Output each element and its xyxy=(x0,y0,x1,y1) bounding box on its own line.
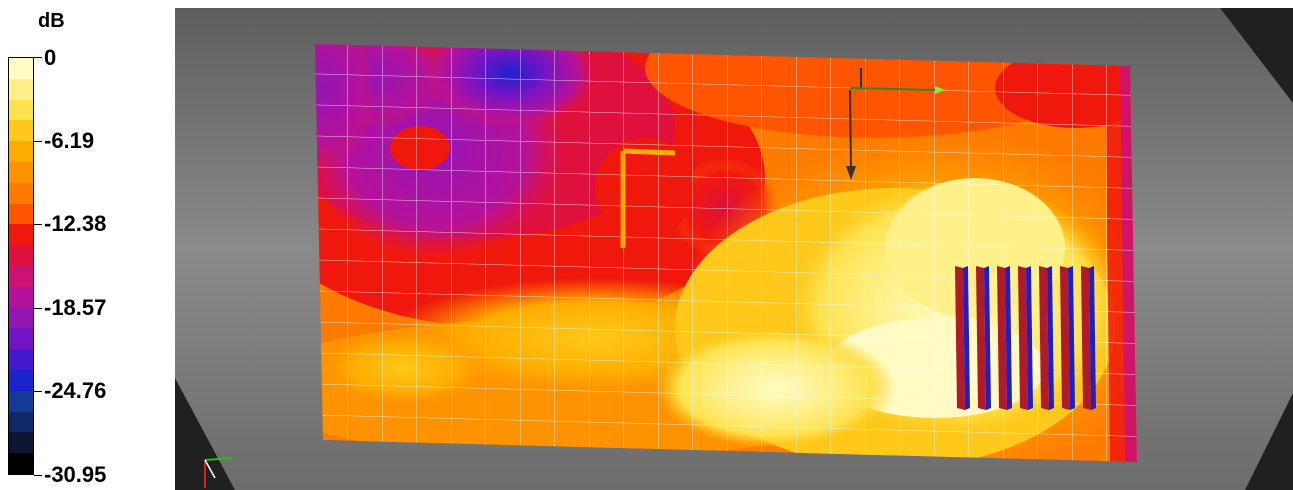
legend-tick-mark xyxy=(34,140,42,142)
colorbar-band xyxy=(9,369,33,391)
legend-tick-mark xyxy=(34,307,42,309)
legend-unit-label: dB xyxy=(38,10,65,32)
legend-tick-mark xyxy=(34,475,42,476)
legend-tick-1: -6.19 xyxy=(44,127,95,153)
legend-tick-4: -24.76 xyxy=(44,378,107,404)
scene-svg xyxy=(175,8,1293,490)
3d-viewport[interactable] xyxy=(175,8,1293,490)
legend-tick-5: -30.95 xyxy=(44,462,107,487)
legend-tick-mark xyxy=(34,224,42,226)
axis-triad-icon xyxy=(204,457,234,488)
legend-tick-mark xyxy=(34,391,42,393)
colorbar-band xyxy=(9,141,33,162)
radiator-fins-icon xyxy=(955,266,1096,410)
colorbar-band xyxy=(9,328,33,350)
colorbar-band xyxy=(9,432,33,454)
colorbar-band xyxy=(9,286,33,308)
colorbar-band xyxy=(9,203,33,225)
colorbar-band xyxy=(9,58,33,79)
colorbar-band xyxy=(9,120,33,142)
color-legend: dB 0 -6.19 -12.38 -18.57 -24.76 -30.95 xyxy=(0,0,175,490)
legend-tick-3: -18.57 xyxy=(44,294,107,320)
probe-arrows-icon[interactable] xyxy=(846,68,945,180)
colorbar-band xyxy=(9,307,33,329)
legend-tick-2: -12.38 xyxy=(44,211,107,237)
colorbar-band xyxy=(9,245,33,266)
colorbar-band xyxy=(9,265,33,287)
colorbar-band xyxy=(9,99,33,121)
colorbar-band xyxy=(9,411,33,433)
colorbar-band xyxy=(9,78,33,100)
legend-tick-0: 0 xyxy=(44,45,57,70)
heatmap-plate xyxy=(315,44,1137,462)
legend-tick-mark xyxy=(34,57,42,58)
colorbar-band xyxy=(9,390,33,412)
colorbar-band xyxy=(9,161,33,183)
colorbar-band xyxy=(9,349,33,370)
colorbar-band xyxy=(9,182,33,204)
colorbar-band xyxy=(9,453,33,474)
colorbar xyxy=(8,57,34,475)
colorbar-band xyxy=(9,224,33,246)
